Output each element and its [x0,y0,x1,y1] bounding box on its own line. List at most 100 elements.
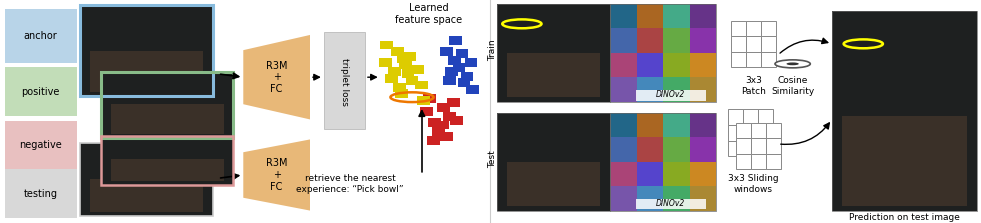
Bar [610,113,637,137]
Bar [404,52,416,60]
Bar [690,113,716,137]
Text: R3M
+
FC: R3M + FC [266,61,287,94]
Bar [80,143,213,216]
Bar [101,72,233,138]
Bar [746,52,761,67]
Bar [746,21,761,36]
Text: triplet loss: triplet loss [339,58,349,105]
Bar [5,121,77,169]
Text: 3x3 Sliding
windows: 3x3 Sliding windows [728,174,779,194]
Bar [381,41,392,50]
Bar [111,159,224,181]
Bar [386,74,398,83]
Bar [743,125,758,140]
Bar [398,60,412,69]
Polygon shape [243,139,310,211]
Bar [761,36,776,52]
Bar [447,98,459,107]
Text: negative: negative [20,140,62,150]
Bar [497,4,610,102]
Bar [465,58,477,67]
Bar [448,56,461,65]
Bar [610,137,637,162]
Text: Train: Train [488,40,497,61]
Bar [455,50,469,58]
Bar [439,132,453,140]
Text: 3x3
Patch: 3x3 Patch [741,76,766,96]
Bar [101,72,233,138]
Bar [507,162,600,206]
Bar [421,107,434,116]
Bar [746,36,761,52]
Bar [424,94,436,103]
Bar [391,47,404,56]
Bar [728,125,743,140]
Bar [610,4,716,102]
Bar [80,143,213,216]
Text: DINOv2: DINOv2 [655,91,685,99]
Bar [610,4,637,28]
Bar [449,36,462,45]
Bar [457,78,471,87]
Bar [736,154,750,169]
Bar [507,53,600,97]
Bar [637,162,663,186]
Polygon shape [243,35,310,120]
Text: positive: positive [22,87,60,97]
Bar [663,28,690,53]
Bar [663,77,690,102]
Text: Learned
feature space: Learned feature space [395,3,462,25]
Bar [497,4,610,102]
Bar [663,162,690,186]
Bar [690,53,716,77]
Bar [637,186,663,211]
Bar [610,53,637,77]
Bar [690,77,716,102]
Bar [449,116,463,125]
Bar [690,4,716,28]
Bar [610,186,637,211]
Bar [637,53,663,77]
Text: Test: Test [488,151,497,168]
Bar [637,113,663,137]
Bar [111,104,224,134]
Text: anchor: anchor [24,31,58,41]
Bar [637,4,663,28]
Bar [402,69,414,78]
Text: retrieve the nearest
experience: “Pick bowl”: retrieve the nearest experience: “Pick b… [296,174,404,194]
Bar [101,136,233,185]
Bar [832,10,977,211]
Bar [5,9,77,63]
Bar [443,112,456,121]
Bar [690,28,716,53]
Bar [761,52,776,67]
Bar [610,77,637,102]
Bar [731,36,746,52]
Bar [443,76,456,85]
Bar [5,169,77,218]
Bar [90,51,203,92]
Bar [750,123,766,138]
Bar [750,154,766,169]
Bar [610,113,716,211]
Bar [636,199,706,209]
Bar [418,96,431,105]
Bar [728,140,743,156]
Bar [766,123,781,138]
Text: Prediction on test image: Prediction on test image [849,213,960,222]
Bar [663,53,690,77]
Bar [428,136,439,145]
Bar [663,4,690,28]
Circle shape [787,62,799,65]
Bar [497,113,610,211]
Bar [636,90,706,101]
Bar [497,113,610,211]
Bar [439,47,453,56]
Text: Cosine
Similarity: Cosine Similarity [771,76,814,96]
Bar [432,127,445,136]
Bar [379,58,392,67]
Bar [758,125,773,140]
Bar [610,162,637,186]
Bar [467,85,479,94]
Bar [5,67,77,116]
